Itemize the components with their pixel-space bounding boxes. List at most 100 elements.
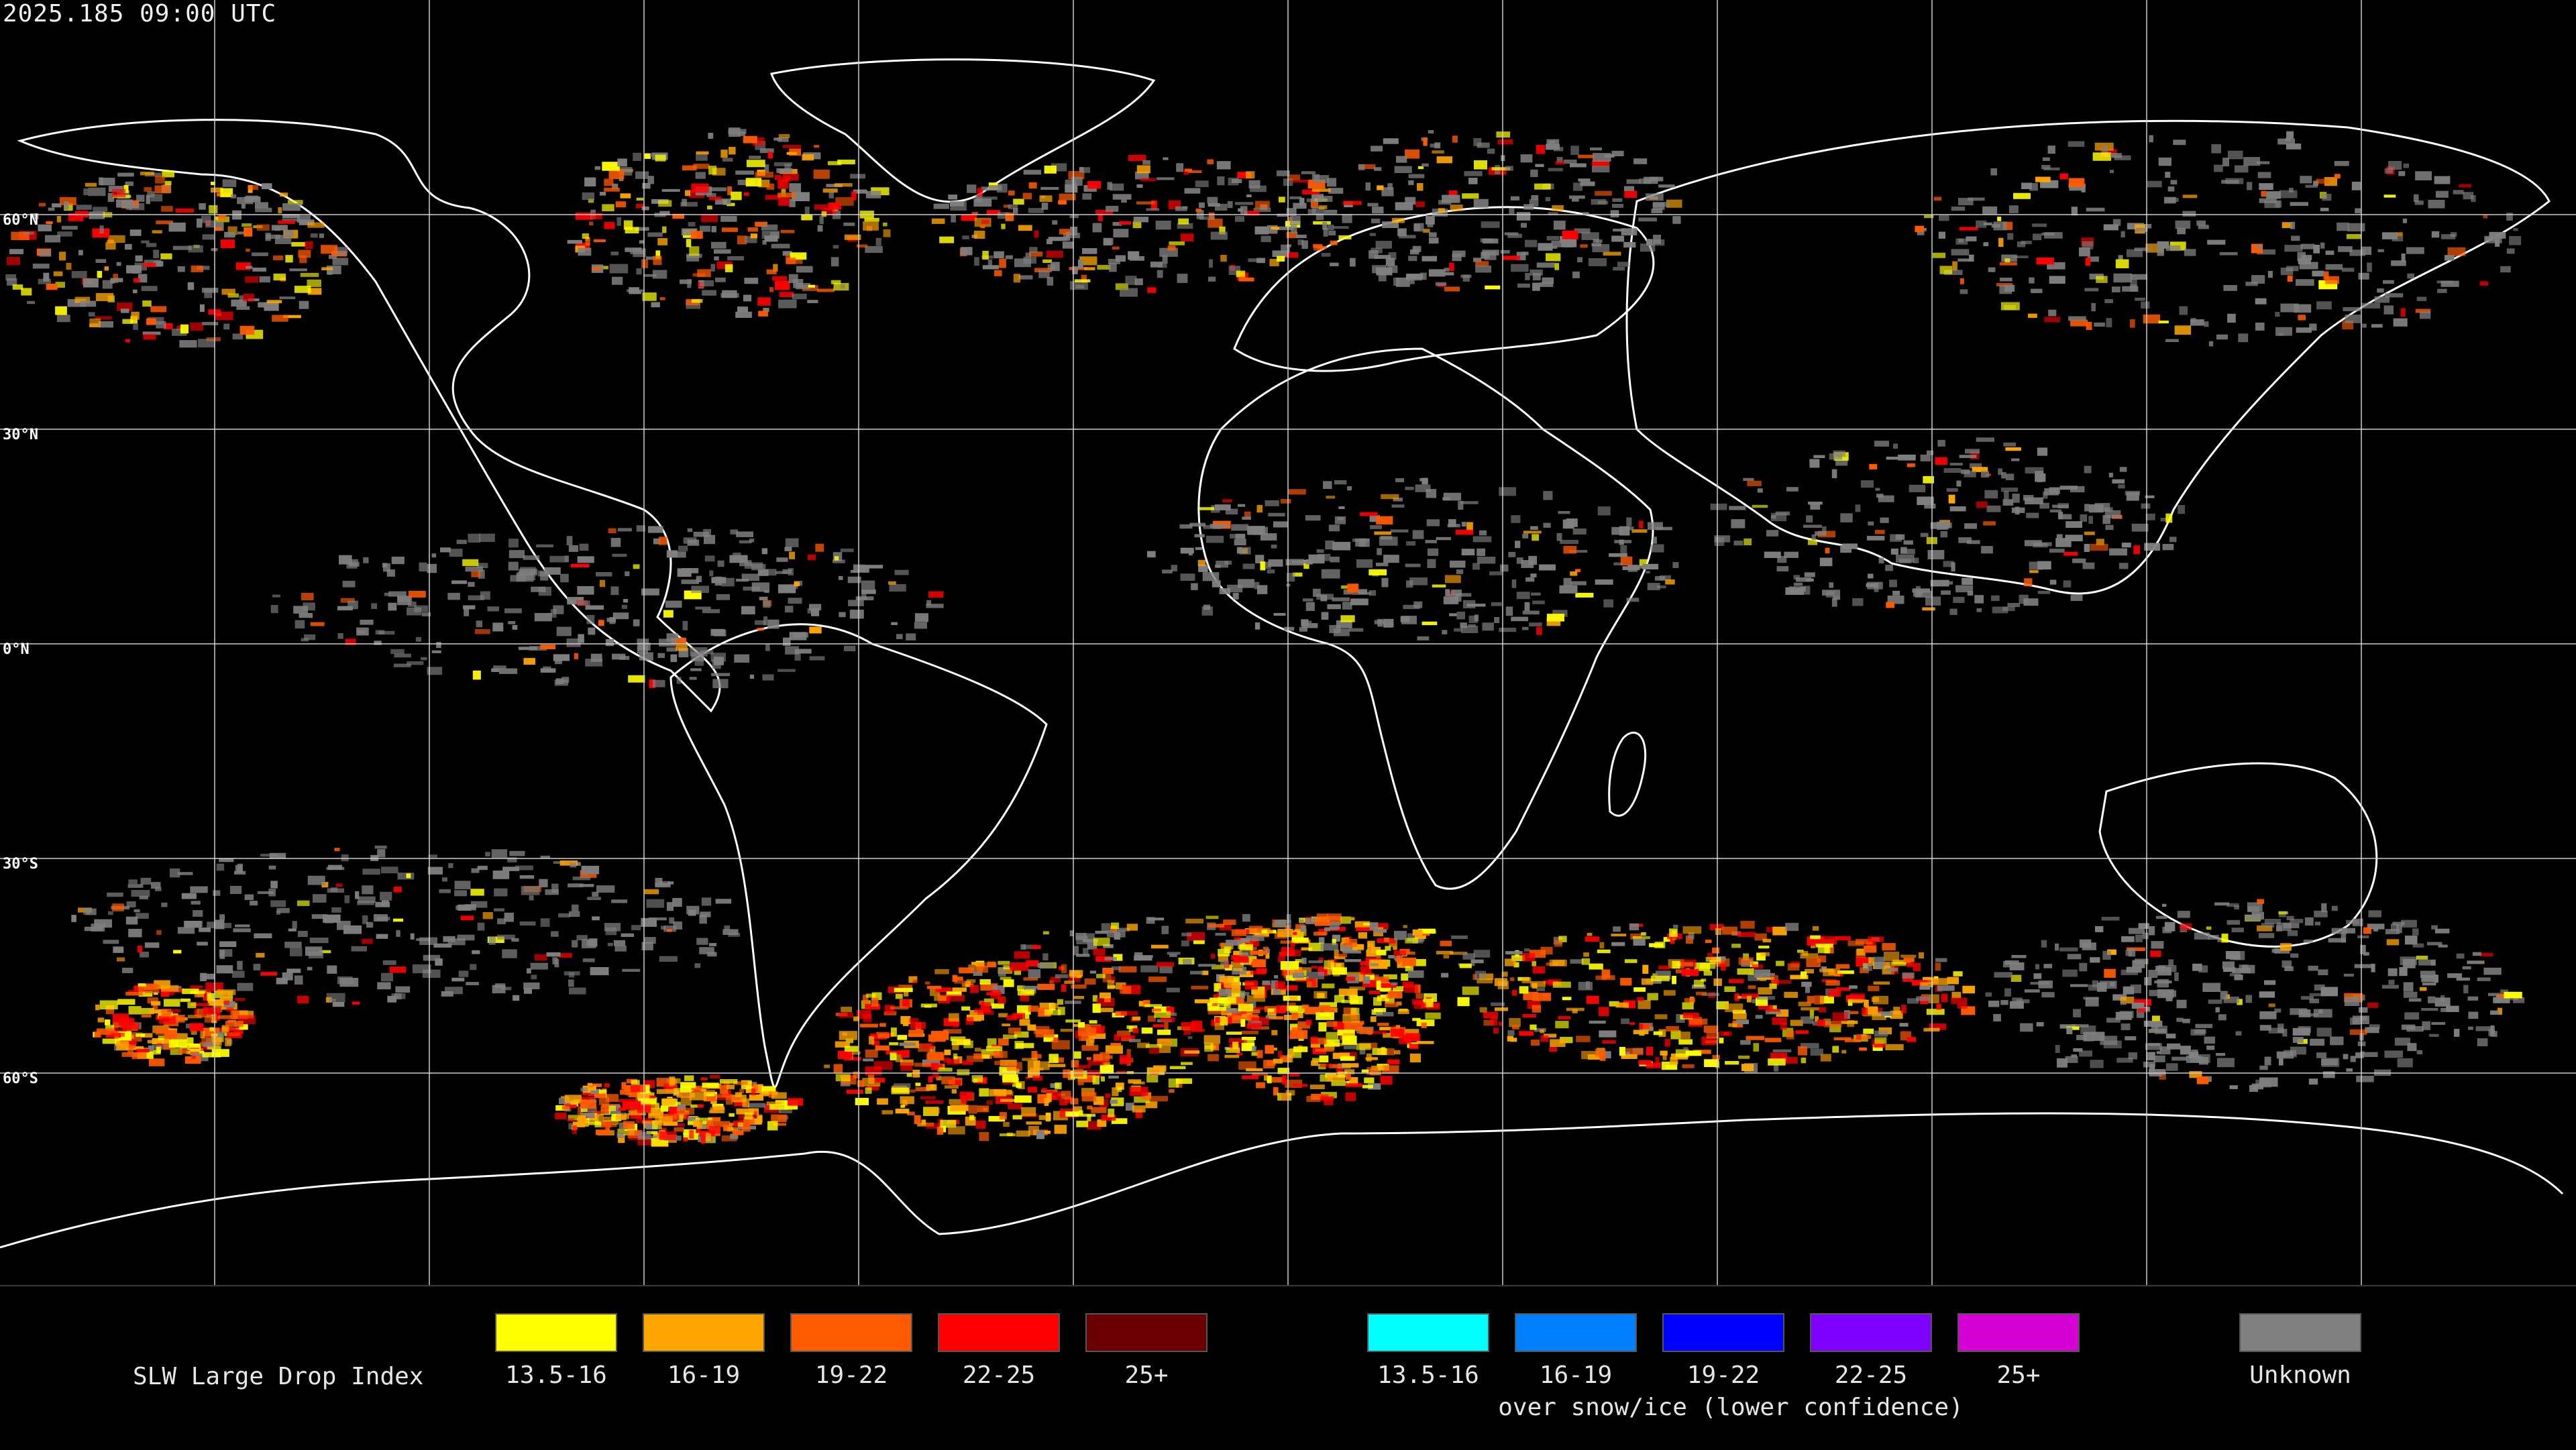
cloud-pixel — [1474, 160, 1487, 170]
cloud-pixel — [1292, 560, 1310, 563]
cloud-pixel — [390, 649, 405, 655]
cloud-pixel — [287, 200, 303, 205]
cloud-pixel — [1591, 243, 1602, 247]
cloud-pixel — [1639, 178, 1651, 184]
cloud-pixel — [1381, 577, 1389, 588]
cloud-pixel — [2310, 1038, 2325, 1046]
cloud-pixel — [1901, 1005, 1907, 1013]
cloud-pixel — [2384, 168, 2393, 174]
cloud-pixel — [576, 935, 588, 941]
cloud-pixel — [1629, 1022, 1635, 1025]
cloud-pixel — [337, 606, 354, 611]
cloud-pixel — [1919, 986, 1931, 990]
cloud-pixel — [839, 1013, 853, 1018]
cloud-pixel — [1254, 201, 1270, 209]
cloud-pixel — [1874, 962, 1884, 970]
map-canvas — [0, 0, 2576, 1285]
cloud-pixel — [1008, 204, 1018, 209]
cloud-pixel — [1572, 1009, 1578, 1013]
cloud-pixel — [1355, 538, 1366, 547]
cloud-pixel — [1672, 976, 1676, 985]
cloud-pixel — [948, 1013, 959, 1022]
cloud-pixel — [1776, 960, 1784, 966]
cloud-pixel — [421, 657, 427, 661]
cloud-pixel — [1338, 1022, 1348, 1027]
cloud-pixel — [1013, 199, 1024, 205]
cloud-pixel — [570, 563, 590, 567]
cloud-pixel — [299, 256, 307, 264]
cloud-pixel — [255, 207, 272, 213]
cloud-pixel — [202, 1042, 213, 1048]
cloud-pixel — [2480, 952, 2493, 957]
cloud-pixel — [282, 219, 300, 222]
cloud-pixel — [531, 586, 546, 592]
cloud-pixel — [463, 605, 476, 610]
cloud-pixel — [2314, 922, 2320, 926]
cloud-pixel — [977, 966, 988, 973]
cloud-pixel — [875, 237, 881, 246]
cloud-pixel — [1647, 583, 1660, 590]
cloud-pixel — [1532, 273, 1541, 281]
cloud-pixel — [1157, 1029, 1171, 1036]
cloud-pixel — [1583, 952, 1589, 957]
cloud-pixel — [2275, 312, 2280, 317]
cloud-pixel — [2264, 919, 2281, 924]
coast-south-america — [669, 623, 1048, 1089]
cloud-pixel — [1034, 268, 1052, 272]
cloud-pixel — [226, 1005, 234, 1012]
cloud-pixel — [712, 1103, 724, 1108]
cloud-pixel — [1748, 985, 1756, 989]
cloud-pixel — [1927, 450, 1934, 455]
cloud-pixel — [1510, 196, 1519, 201]
cloud-pixel — [2091, 302, 2096, 312]
cloud-pixel — [1757, 488, 1763, 493]
cloud-pixel — [1532, 993, 1552, 1001]
cloud-pixel — [986, 992, 1002, 995]
cloud-pixel — [59, 252, 66, 261]
timestamp: 2025.185 09:00 UTC — [3, 0, 277, 27]
cloud-pixel — [2477, 977, 2491, 981]
cloud-pixel — [382, 960, 396, 965]
cloud-pixel — [219, 949, 233, 957]
cloud-pixel — [696, 938, 708, 945]
cloud-pixel — [749, 674, 755, 679]
cloud-pixel — [477, 922, 485, 931]
coast-australia — [2098, 762, 2378, 948]
cloud-pixel — [2365, 1027, 2379, 1034]
cloud-pixel — [1652, 537, 1657, 544]
cloud-pixel — [23, 231, 34, 235]
cloud-pixel — [209, 1027, 215, 1031]
cloud-pixel — [1532, 966, 1546, 974]
cloud-pixel — [187, 282, 195, 290]
cloud-pixel — [1899, 1023, 1909, 1027]
cloud-pixel — [953, 1020, 959, 1028]
cloud-pixel — [1409, 577, 1428, 585]
cloud-pixel — [215, 227, 222, 231]
cloud-pixel — [1614, 540, 1632, 544]
cloud-pixel — [427, 667, 443, 675]
cloud-pixel — [703, 528, 712, 537]
cloud-pixel — [1175, 206, 1187, 211]
cloud-pixel — [2325, 250, 2334, 256]
cloud-pixel — [2103, 1040, 2122, 1049]
cloud-pixel — [2126, 966, 2142, 973]
cloud-pixel — [1181, 940, 1189, 947]
cloud-pixel — [757, 179, 770, 188]
cloud-pixel — [794, 651, 801, 661]
cloud-pixel — [666, 633, 679, 642]
cloud-pixel — [711, 673, 731, 677]
cloud-pixel — [1358, 589, 1367, 595]
cloud-pixel — [2420, 311, 2431, 319]
cloud-pixel — [568, 545, 578, 552]
cloud-pixel — [1371, 146, 1383, 152]
cloud-pixel — [1048, 237, 1067, 241]
cloud-pixel — [1363, 923, 1373, 926]
cloud-pixel — [468, 595, 484, 600]
cloud-pixel — [1366, 949, 1377, 957]
cloud-pixel — [1001, 223, 1006, 229]
cloud-pixel — [645, 1123, 658, 1129]
cloud-pixel — [782, 173, 799, 181]
cloud-pixel — [83, 907, 91, 915]
cloud-pixel — [1095, 956, 1112, 962]
cloud-pixel — [1729, 979, 1744, 983]
